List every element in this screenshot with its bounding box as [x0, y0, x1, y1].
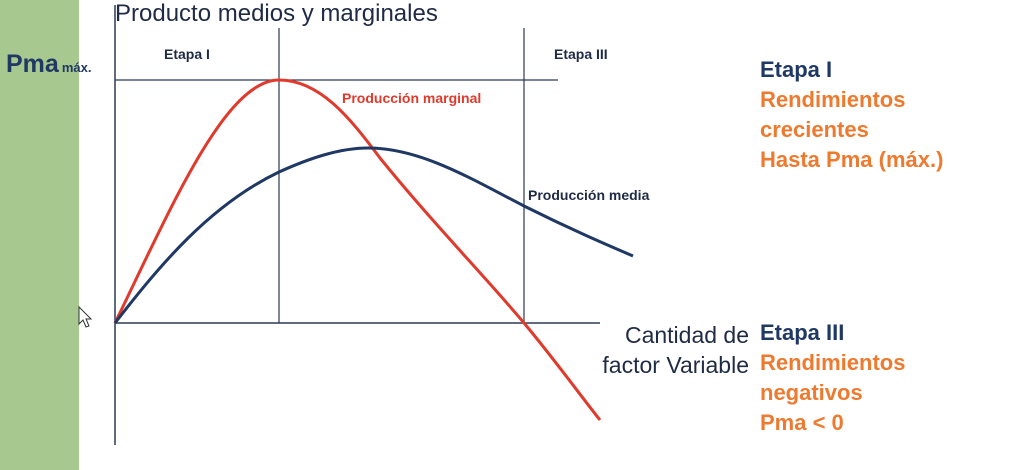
average-product-curve	[113, 146, 634, 324]
note-etapa-3-heading: Etapa III	[760, 320, 845, 345]
note-etapa-3-line-2: negativos	[760, 380, 863, 405]
note-etapa-3-line-1: Rendimientos	[760, 350, 906, 375]
x-axis-label: Cantidad de factor Variable	[569, 320, 749, 380]
marginal-curve-label: Producción marginal	[342, 90, 482, 106]
x-axis-label-line-2: factor Variable	[602, 352, 749, 378]
pma-label-sub: máx.	[61, 60, 92, 75]
stage-tag-etapa-3: Etapa III	[554, 46, 608, 62]
note-etapa-1-heading: Etapa I	[760, 57, 833, 82]
pma-label-main: Pma	[6, 50, 59, 78]
note-etapa-3: Etapa III Rendimientos negativos Pma < 0	[760, 318, 905, 438]
pma-max-label: Pma máx.	[6, 50, 91, 79]
left-green-band	[0, 0, 79, 470]
media-curve-label: Producción media	[528, 187, 650, 203]
note-etapa-1-line-2: crecientes	[760, 117, 869, 142]
x-axis-label-line-1: Cantidad de	[624, 322, 749, 348]
stage-tag-etapa-1: Etapa I	[164, 46, 210, 62]
note-etapa-1-line-3: Hasta Pma (máx.)	[760, 147, 944, 172]
note-etapa-1: Etapa I Rendimientos crecientes Hasta Pm…	[760, 55, 943, 175]
mouse-pointer-icon	[78, 306, 93, 328]
note-etapa-1-line-1: Rendimientos	[760, 87, 906, 112]
marginal-product-curve	[113, 78, 602, 421]
note-etapa-3-line-3: Pma < 0	[760, 410, 844, 435]
chart-title: Producto medios y marginales	[115, 0, 438, 27]
